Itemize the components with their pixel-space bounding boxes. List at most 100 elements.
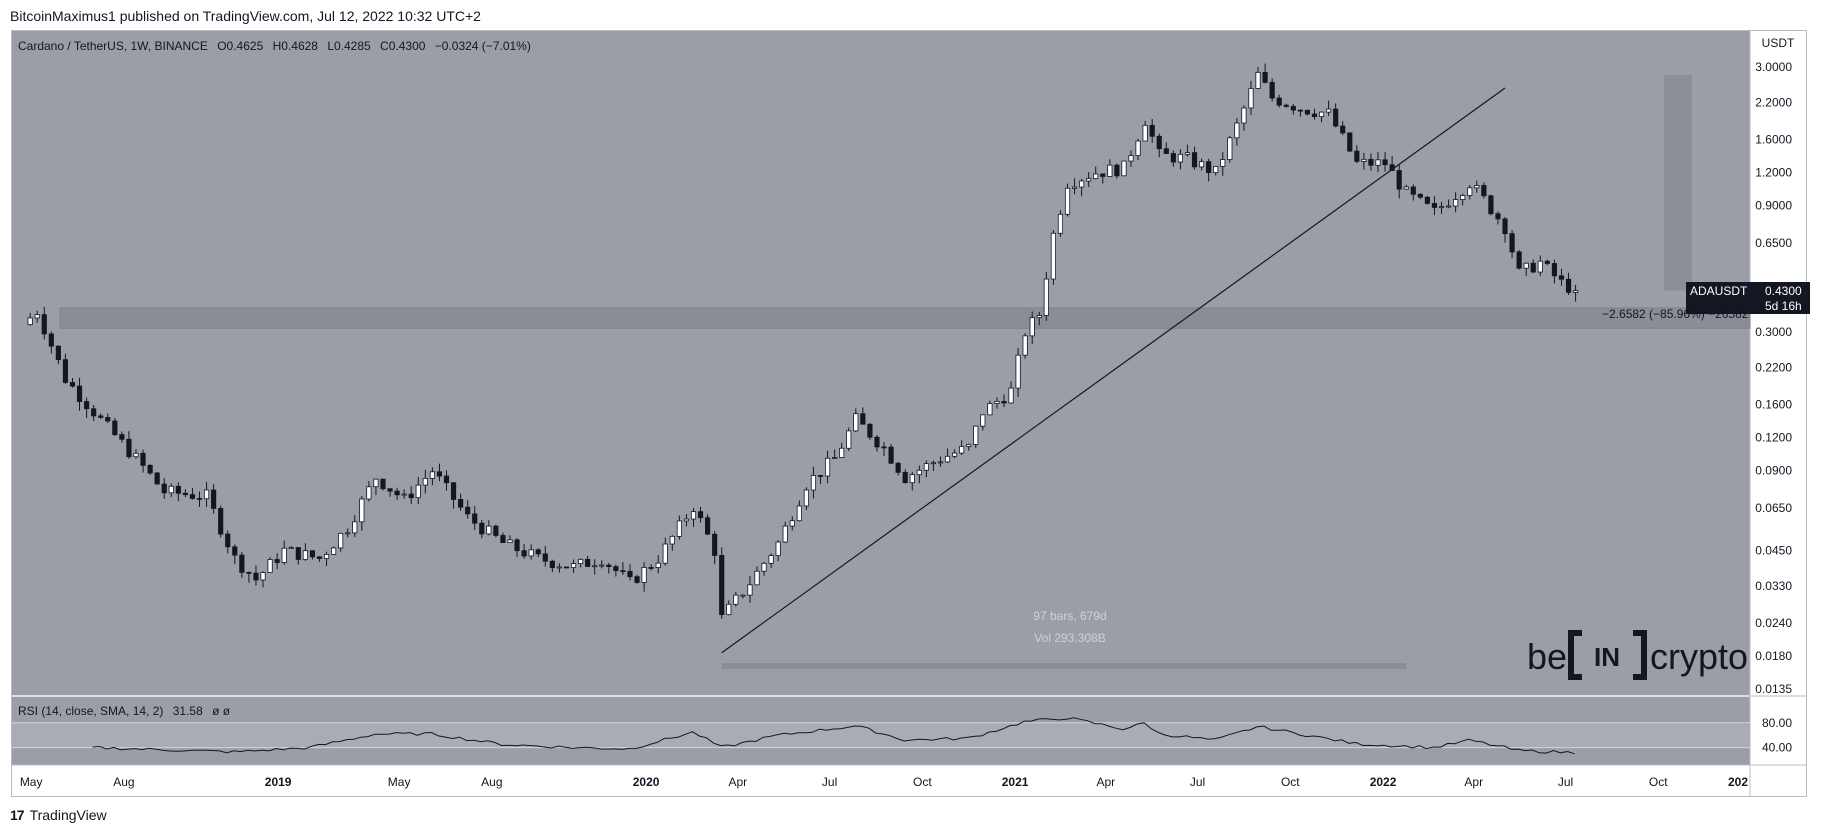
candle-up — [486, 525, 492, 535]
candle-down — [1333, 108, 1339, 127]
price-tick-label: 2.2000 — [1755, 96, 1792, 110]
candle-up — [662, 543, 668, 564]
range-bars-label: 97 bars, 679d — [1033, 609, 1106, 623]
candle-down — [189, 494, 196, 499]
candle-up — [1064, 187, 1071, 215]
legend-h-label: H — [273, 39, 282, 53]
candle-down — [465, 506, 471, 515]
candle-down — [309, 550, 316, 558]
candle-down — [62, 359, 69, 383]
candle-down — [1410, 186, 1416, 195]
candle-down — [274, 559, 280, 563]
candle-up — [1079, 180, 1085, 188]
candle-up — [747, 584, 753, 596]
candle-up — [1043, 278, 1049, 316]
candle-up — [592, 565, 598, 568]
candle-down — [1340, 125, 1346, 134]
candle-down — [542, 553, 548, 562]
candle-up — [1375, 159, 1381, 166]
range-vol-label: Vol 293.308B — [1034, 631, 1105, 645]
candle-down — [1424, 196, 1430, 204]
candle-down — [211, 489, 217, 509]
candle-up — [740, 594, 746, 597]
trend-line[interactable] — [721, 87, 1506, 654]
candle-up — [1248, 88, 1254, 109]
candle-up — [1453, 199, 1459, 207]
candle-down — [239, 554, 245, 573]
candle-down — [712, 533, 718, 556]
price-tick-label: 0.2200 — [1755, 361, 1792, 375]
measure-label: −2.6582 (−85.96%) −26582 — [1602, 307, 1749, 321]
price-tick-label: 0.0450 — [1755, 543, 1792, 557]
candle-down — [105, 417, 111, 422]
candle-down — [295, 547, 301, 560]
footer-brand: TradingView — [29, 807, 107, 823]
candle-down — [91, 408, 97, 417]
candlestick-series — [27, 63, 1579, 619]
price-tag-symbol: ADAUSDT — [1690, 284, 1748, 298]
candle-down — [126, 438, 132, 458]
candle-down — [697, 511, 704, 519]
candle-up — [1057, 213, 1064, 234]
candle-down — [218, 508, 224, 535]
price-tick-label: 0.3000 — [1755, 325, 1792, 339]
candle-up — [366, 486, 372, 500]
candle-up — [853, 413, 859, 432]
time-tick-label: Apr — [1464, 775, 1483, 789]
candle-down — [175, 485, 181, 494]
candle-down — [719, 555, 725, 616]
candle-down — [147, 464, 153, 474]
candle-up — [34, 314, 40, 319]
candle-up — [980, 414, 986, 427]
chart-frame — [11, 30, 1807, 797]
time-tick-label: Oct — [913, 775, 932, 789]
candle-down — [634, 576, 640, 583]
candle-up — [422, 478, 428, 486]
candle-down — [1551, 263, 1558, 277]
candle-down — [1269, 81, 1275, 99]
rsi-band — [12, 722, 1750, 748]
candle-down — [196, 498, 203, 500]
candle-up — [973, 425, 979, 445]
candle-down — [500, 535, 506, 544]
candle-down — [246, 571, 252, 574]
candle-up — [1318, 111, 1325, 118]
rsi-indicator: 80.00 40.00 — [12, 716, 1792, 755]
candle-down — [881, 446, 887, 449]
legend-change: −0.0324 (−7.01%) — [435, 39, 531, 53]
candle-down — [535, 549, 541, 555]
watermark-in: IN — [1594, 642, 1620, 672]
measure-box — [1664, 74, 1692, 291]
price-tick-label: 0.0900 — [1755, 464, 1792, 478]
candle-up — [839, 447, 845, 458]
trend-line-path — [721, 87, 1506, 654]
candle-up — [1467, 187, 1473, 196]
legend-close: 0.4300 — [389, 39, 426, 53]
candle-up — [1008, 387, 1014, 404]
legend-open: 0.4625 — [227, 39, 264, 53]
candle-up — [796, 505, 802, 522]
candle-down — [98, 415, 104, 418]
candle-down — [1382, 159, 1388, 166]
candle-down — [902, 471, 908, 484]
candle-down — [1565, 278, 1572, 293]
candle-up — [1573, 290, 1579, 293]
time-tick-label: Jul — [822, 775, 837, 789]
candle-down — [472, 513, 478, 524]
candle-up — [570, 563, 577, 568]
candle-up — [1241, 107, 1247, 124]
candle-up — [1050, 232, 1056, 280]
time-tick-label: Oct — [1649, 775, 1668, 789]
candle-down — [493, 525, 499, 536]
candle-down — [394, 490, 400, 496]
rsi-label: RSI (14, close, SMA, 14, 2) — [18, 704, 163, 718]
candle-down — [69, 382, 76, 387]
candle-up — [655, 562, 661, 568]
rsi-legend: RSI (14, close, SMA, 14, 2) 31.58 ø ø — [18, 704, 231, 718]
candle-down — [549, 560, 555, 569]
candle-down — [41, 314, 47, 335]
candle-down — [521, 550, 527, 557]
rsi-tick-label: 80.00 — [1762, 716, 1792, 730]
candle-down — [1396, 170, 1402, 190]
